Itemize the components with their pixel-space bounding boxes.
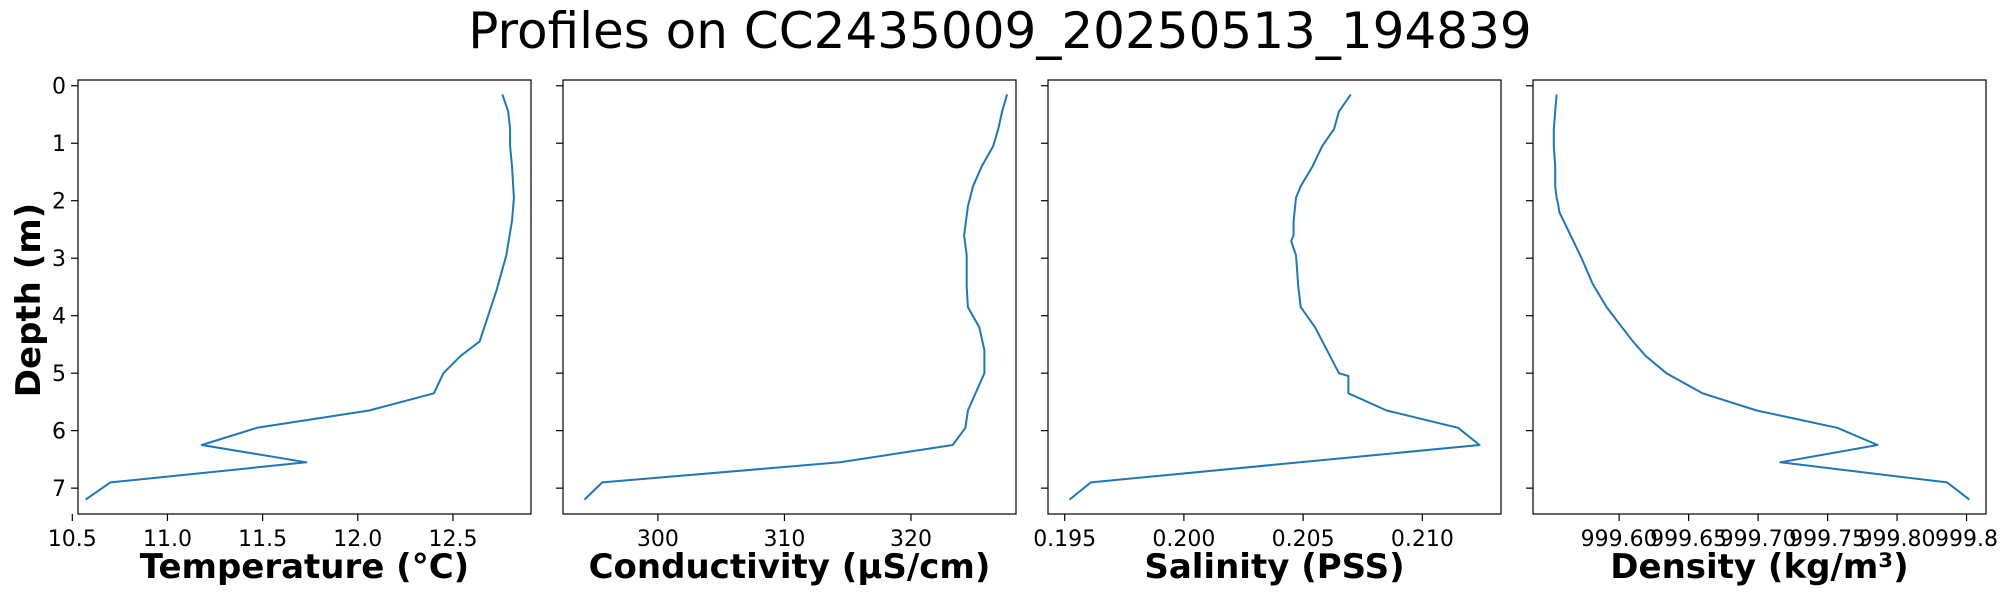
conductivity-tick-label: 310 [763,527,805,552]
depth-axis-label: Depth (m) [9,203,49,397]
depth-tick-label: 3 [52,247,66,272]
salinity-tick-label: 0.210 [1391,527,1454,552]
density-axes-frame [1532,79,1987,515]
salinity-axis-label: Salinity (PSS) [1144,547,1404,587]
temperature-tick-label: 12.0 [333,527,382,552]
depth-tick-label: 5 [52,362,66,387]
temperature-panel: 0 1 2 3 4 5 6 7 10.5 11.0 11.5 12.0 12.5Temperature … [48,75,532,587]
depth-tick-label: 4 [52,305,66,330]
conductivity-profile-line [583,94,1009,501]
depth-tick-label: 6 [52,420,66,445]
temperature-profile-line [85,94,515,501]
depth-tick-label: 0 [52,75,66,100]
density-tick-label: 999.65 [1650,527,1727,552]
depth-tick-label: 7 [52,477,66,502]
figure-title: Profiles on CC2435009_20250513_194839 [468,2,1531,60]
conductivity-tick-label: 320 [890,527,932,552]
temperature-tick-label: 10.5 [48,527,97,552]
temperature-axes-frame [77,79,532,515]
depth-tick-label: 1 [52,132,66,157]
temperature-tick-label: 11.5 [238,527,287,552]
temperature-axis-label: Temperature (°C) [140,547,469,587]
salinity-tick-label: 0.195 [1033,527,1096,552]
density-profile-line [1552,94,1970,501]
salinity-tick-label: 0.200 [1152,527,1215,552]
temperature-tick-label: 11.0 [143,527,192,552]
density-tick-label: 999.70 [1720,527,1797,552]
density-axis-label: Density (kg/m³) [1610,547,1908,587]
density-tick-label: 999.8 [1935,527,1998,552]
conductivity-axis-label: Conductivity (µS/cm) [589,547,991,587]
conductivity-axes-frame [562,79,1017,515]
density-tick-label: 999.80 [1859,527,1936,552]
salinity-tick-label: 0.205 [1272,527,1335,552]
salinity-axes-frame [1047,79,1502,515]
temperature-tick-label: 12.5 [428,527,477,552]
density-tick-label: 999.60 [1581,527,1658,552]
depth-tick-label: 2 [52,190,66,215]
salinity-profile-line [1068,93,1481,501]
density-tick-label: 999.75 [1789,527,1866,552]
conductivity-tick-label: 300 [637,527,679,552]
